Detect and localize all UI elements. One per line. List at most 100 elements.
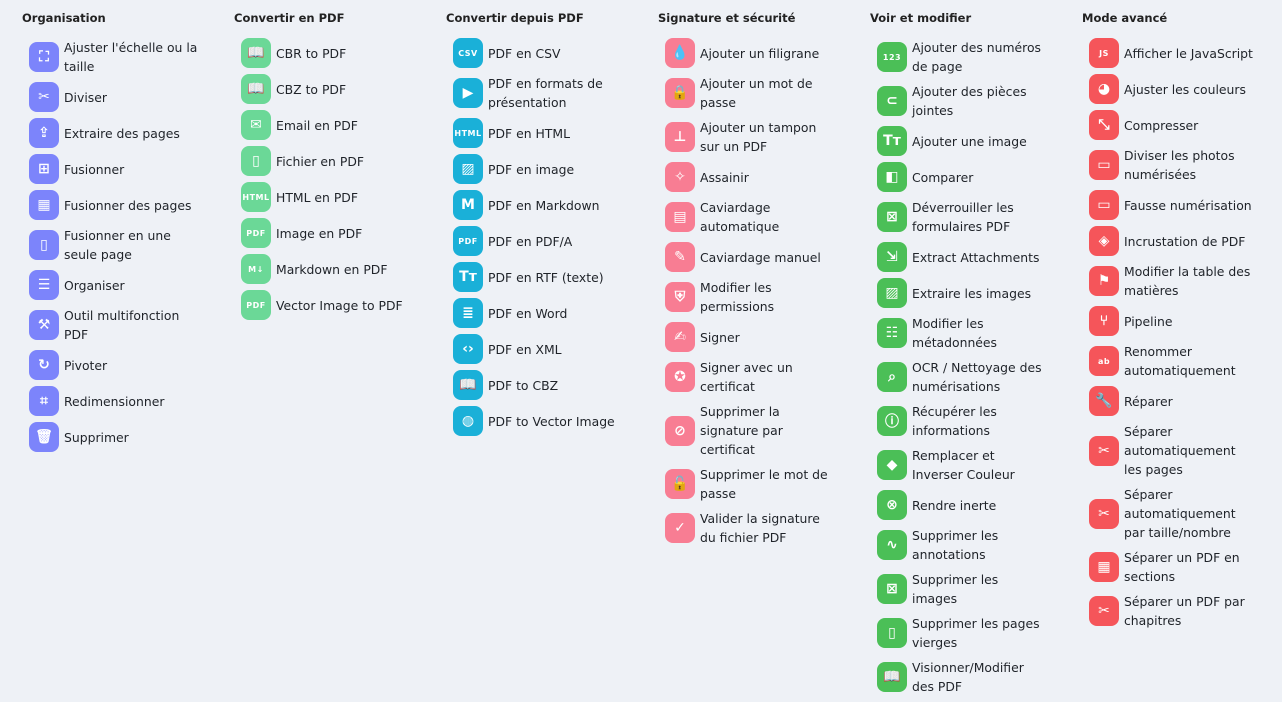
tool-item[interactable]: 📖 PDF to CBZ [453, 370, 651, 400]
tool-item[interactable]: ◧ Comparer [877, 162, 1075, 192]
tool-item[interactable]: ⊘ Supprimer la signature par certificat [665, 402, 863, 459]
tool-label: Ajouter des numéros de page [912, 40, 1042, 74]
tool-item[interactable]: ⚑ Modifier la table des matières [1089, 262, 1282, 300]
tool-item[interactable]: ▯ Fichier en PDF [241, 146, 439, 176]
tool-item[interactable]: Tт Ajouter une image [877, 126, 1075, 156]
tool-item[interactable]: ✪ Signer avec un certificat [665, 358, 863, 396]
tool-item[interactable]: ⊠ Déverrouiller les formulaires PDF [877, 198, 1075, 236]
tool-item[interactable]: ◕ Ajuster les couleurs [1089, 74, 1282, 104]
file-icon: ▯ [241, 146, 271, 176]
scissors-icon: ✂ [1089, 596, 1119, 626]
tool-label: Diviser [64, 89, 107, 105]
tool-item[interactable]: ⊞ Fusionner [29, 154, 227, 184]
tool-item[interactable]: ⛨ Modifier les permissions [665, 278, 863, 316]
tool-item[interactable]: ⓘ Récupérer les informations [877, 402, 1075, 440]
tool-item[interactable]: ⊠ Supprimer les images [877, 570, 1075, 608]
tool-item[interactable]: ⊗ Rendre inerte [877, 490, 1075, 520]
tool-item[interactable]: ‹› PDF en XML [453, 334, 651, 364]
tool-item[interactable]: HTML PDF en HTML [453, 118, 651, 148]
tool-label: Outil multifonction PDF [64, 308, 180, 342]
tool-item[interactable]: JS Afficher le JavaScript [1089, 38, 1282, 68]
tool-item[interactable]: PDF Vector Image to PDF [241, 290, 439, 320]
tool-item[interactable]: PDF PDF en PDF/A [453, 226, 651, 256]
tool-label: Pivoter [64, 357, 108, 373]
tool-item[interactable]: ≣ PDF en Word [453, 298, 651, 328]
tool-item[interactable]: CSV PDF en CSV [453, 38, 651, 68]
tool-item[interactable]: 📖 Visionner/Modifier des PDF [877, 658, 1075, 696]
remove-cert-icon: ⊘ [665, 415, 695, 446]
tool-item[interactable]: ▤ Caviardage automatique [665, 198, 863, 236]
tool-item[interactable]: ✧ Assainir [665, 162, 863, 192]
tool-item[interactable]: M PDF en Markdown [453, 190, 651, 220]
tool-item[interactable]: Tт PDF en RTF (texte) [453, 262, 651, 292]
tool-item[interactable]: 📖 CBR to PDF [241, 38, 439, 68]
tool-item[interactable]: ▶ PDF en formats de présentation [453, 74, 651, 112]
tool-item[interactable]: 📖 CBZ to PDF [241, 74, 439, 104]
tool-item[interactable]: M↓ Markdown en PDF [241, 254, 439, 284]
tool-item[interactable]: ⊂ Ajouter des pièces jointes [877, 82, 1075, 120]
tool-item[interactable]: ab Renommer automatiquement [1089, 342, 1282, 380]
tool-item[interactable]: ▨ PDF en image [453, 154, 651, 184]
category-column: Voir et modifier 123 Ajouter des numéros d… [870, 10, 1075, 702]
category-title: Voir et modifier [870, 11, 972, 25]
remove-image-icon: ⊠ [877, 574, 907, 604]
tool-label: Assainir [700, 169, 749, 185]
category-title: Mode avancé [1082, 11, 1168, 25]
tool-item[interactable]: ✂ Séparer automatiquement les pages [1089, 422, 1282, 479]
tool-item[interactable]: 🔧 Réparer [1089, 386, 1282, 416]
tool-item[interactable]: PDF Image en PDF [241, 218, 439, 248]
tool-item[interactable]: ▯ Fusionner en une seule page [29, 226, 227, 264]
tool-item[interactable]: ◍ PDF to Vector Image [453, 406, 651, 436]
tool-item[interactable]: ∿ Supprimer les annotations [877, 526, 1075, 564]
tool-item[interactable]: 🗑 Supprimer [29, 422, 227, 452]
tool-item[interactable]: ⇲ Extract Attachments [877, 242, 1075, 272]
tool-item[interactable]: ✉ Email en PDF [241, 110, 439, 140]
csv-icon: CSV [453, 38, 483, 68]
tool-label: Fusionner [64, 161, 125, 177]
tool-item[interactable]: 🔓 Supprimer le mot de passe [665, 465, 863, 503]
tool-item[interactable]: ☷ Modifier les métadonnées [877, 314, 1075, 352]
tool-item[interactable]: ▦ Séparer un PDF en sections [1089, 548, 1282, 586]
palette-icon: ◕ [1089, 74, 1119, 104]
tool-item[interactable]: ▭ Diviser les photos numérisées [1089, 146, 1282, 184]
book-icon: 📖 [241, 74, 271, 104]
redact-auto-icon: ▤ [665, 202, 695, 232]
tool-label: Diviser les photos numérisées [1124, 148, 1235, 182]
tool-item[interactable]: ☰ Organiser [29, 270, 227, 300]
tool-item[interactable]: ✎ Caviardage manuel [665, 242, 863, 272]
tool-label: PDF to CBZ [488, 377, 559, 393]
tool-item[interactable]: ⌗ Redimensionner [29, 386, 227, 416]
tool-item[interactable]: ◆ Remplacer et Inverser Couleur [877, 446, 1075, 484]
tool-item[interactable]: ⌕ OCR / Nettoyage des numérisations [877, 358, 1075, 396]
scanner-icon: ▭ [1089, 190, 1119, 220]
tool-label: Image en PDF [276, 225, 363, 241]
tool-item[interactable]: ⛶ Ajuster l'échelle ou la taille [29, 38, 227, 76]
tool-item[interactable]: ⑂ Pipeline [1089, 306, 1282, 336]
tool-item[interactable]: 💧 Ajouter un filigrane [665, 38, 863, 68]
tool-label: Récupérer les informations [912, 404, 997, 438]
tool-item[interactable]: ⚒ Outil multifonction PDF [29, 306, 227, 344]
tool-item[interactable]: ✂ Séparer automatiquement par taille/nomb… [1089, 485, 1282, 542]
tool-item[interactable]: ▭ Fausse numérisation [1089, 190, 1282, 220]
tool-item[interactable]: ✂ Séparer un PDF par chapitres [1089, 592, 1282, 630]
tool-item[interactable]: ▯ Supprimer les pages vierges [877, 614, 1075, 652]
tool-label: Extract Attachments [912, 249, 1040, 265]
markdown-icon: M↓ [241, 254, 271, 284]
tool-item[interactable]: 🔒 Ajouter un mot de passe [665, 74, 863, 112]
tool-item[interactable]: 123 Ajouter des numéros de page [877, 38, 1075, 76]
tool-item[interactable]: ▦ Fusionner des pages [29, 190, 227, 220]
tool-item[interactable]: ↻ Pivoter [29, 350, 227, 380]
tool-item[interactable]: ⇪ Extraire des pages [29, 118, 227, 148]
tool-item[interactable]: HTML HTML en PDF [241, 182, 439, 212]
upload-icon: ⇪ [29, 118, 59, 148]
tool-item[interactable]: ⊥ Ajouter un tampon sur un PDF [665, 118, 863, 156]
tool-item[interactable]: ◈ Incrustation de PDF [1089, 226, 1282, 256]
tool-item[interactable]: ✂ Diviser [29, 82, 227, 112]
category-column: Signature et sécurité 💧 Ajouter un filigra… [658, 10, 863, 553]
tool-item[interactable]: ✍ Signer [665, 322, 863, 352]
tool-label: CBR to PDF [276, 45, 347, 61]
category-column: Mode avancé JS Afficher le JavaScript ◕ Ajus… [1082, 10, 1282, 636]
tool-item[interactable]: ✓ Valider la signature du fichier PDF [665, 509, 863, 547]
tool-item[interactable]: ▨ Extraire les images [877, 278, 1075, 308]
tool-item[interactable]: ⤡ Compresser [1089, 110, 1282, 140]
